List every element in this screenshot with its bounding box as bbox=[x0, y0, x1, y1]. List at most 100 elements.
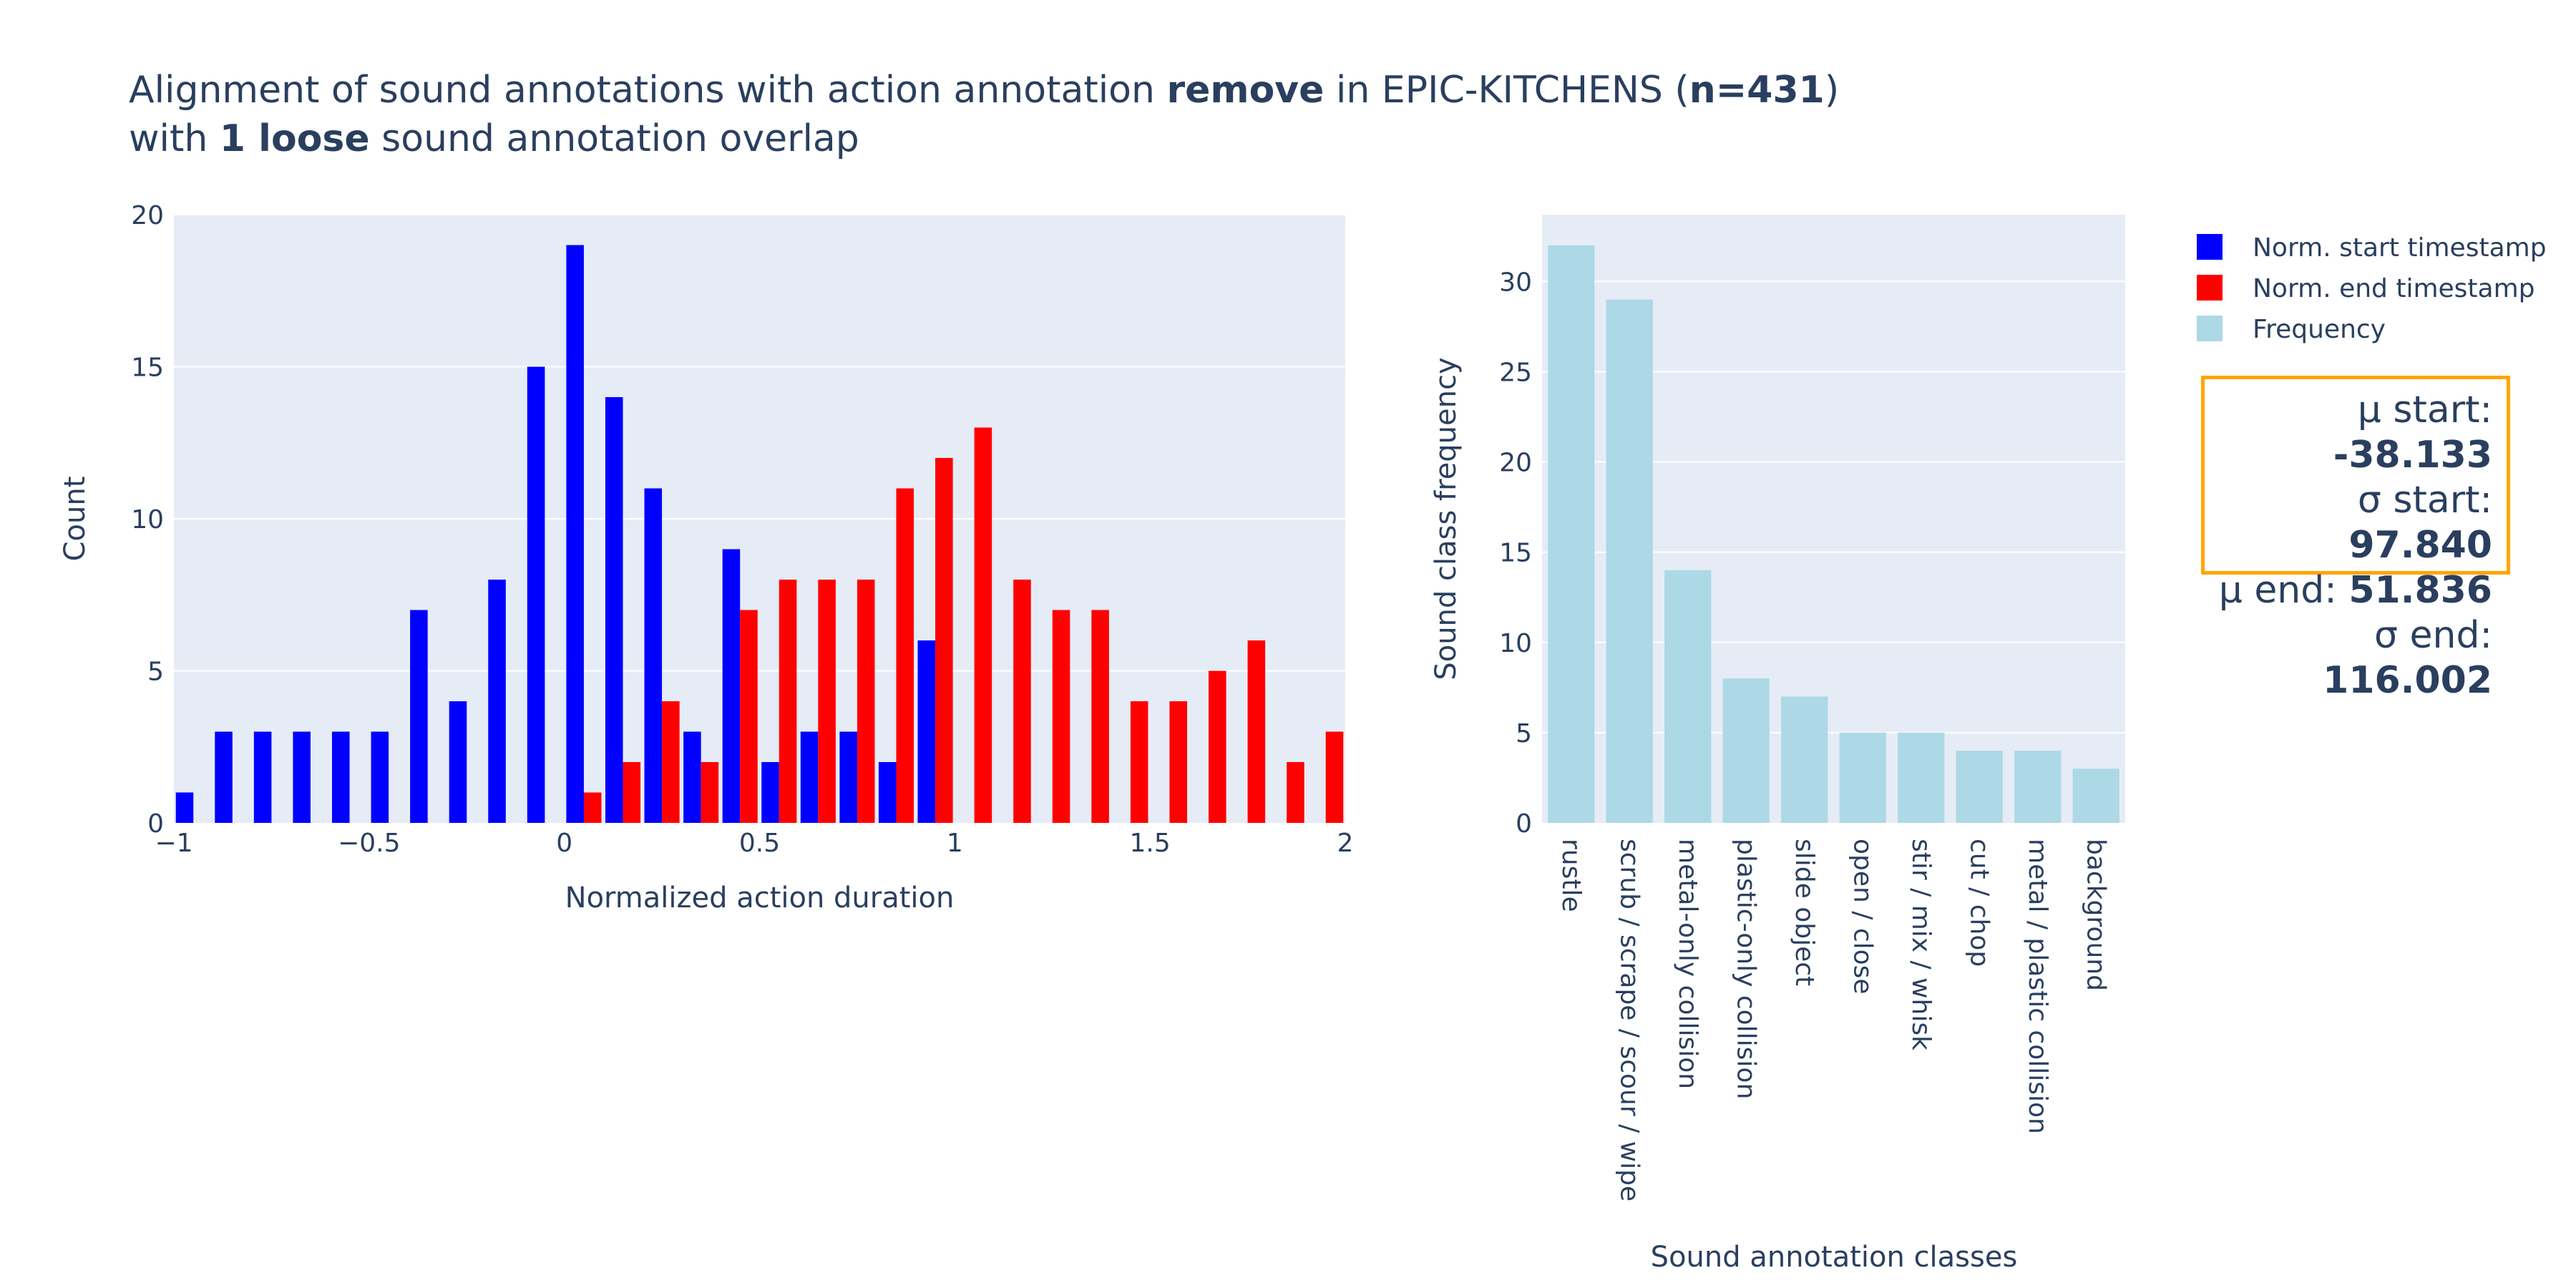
y-tick-label: 30 bbox=[1499, 268, 1532, 297]
bar-end bbox=[623, 762, 641, 823]
bar-end bbox=[935, 458, 953, 823]
stat-label: μ start: bbox=[2357, 389, 2492, 431]
bar-frequency bbox=[1898, 732, 1945, 823]
stat-sigma-start: σ start: 97.840 bbox=[2205, 478, 2492, 568]
bar-start bbox=[644, 488, 663, 823]
bar-start bbox=[410, 610, 428, 823]
title-count: n=431 bbox=[1689, 69, 1825, 112]
y-tick-label: 25 bbox=[1499, 358, 1532, 387]
title-text: in EPIC-KITCHENS ( bbox=[1324, 69, 1689, 112]
histogram-chart: 0 5 10 15 20 −1 −0.5 0 0.5 1 1.5 2 Normalized action… bbox=[59, 201, 1353, 914]
x-tick-label: slide object bbox=[1790, 839, 1819, 986]
title-text: sound annotation overlap bbox=[369, 117, 859, 160]
title-text: with bbox=[129, 117, 220, 160]
bar-end bbox=[1052, 610, 1070, 823]
stat-value: 116.002 bbox=[2323, 659, 2492, 702]
x-tick-label: rustle bbox=[1556, 839, 1586, 912]
bar-start bbox=[527, 366, 545, 823]
x-tick-label: stir / mix / whisk bbox=[1906, 839, 1936, 1050]
y-tick-label: 0 bbox=[1516, 809, 1532, 839]
bar-start bbox=[761, 762, 779, 823]
x-tick-label: 0 bbox=[556, 829, 572, 858]
x-axis-title: Normalized action duration bbox=[565, 882, 955, 914]
bar-end bbox=[857, 580, 875, 823]
y-tick-label: 0 bbox=[147, 809, 164, 839]
bar-end bbox=[1247, 640, 1266, 823]
x-tick-label: 1 bbox=[947, 829, 963, 858]
legend-item-start-swatch bbox=[2197, 234, 2223, 260]
chart-title-line-2: with 1 loose sound annotation overlap bbox=[129, 117, 859, 160]
bar-end bbox=[974, 427, 992, 823]
bar-frequency bbox=[2072, 769, 2119, 823]
stat-label: μ end: bbox=[2218, 569, 2349, 612]
stat-label: σ end: bbox=[2374, 614, 2492, 657]
bar-end bbox=[1091, 610, 1109, 823]
x-tick-label: −1 bbox=[155, 829, 192, 858]
bar-end bbox=[1169, 701, 1188, 823]
bar-start bbox=[605, 397, 623, 823]
bar-end bbox=[740, 610, 758, 823]
x-tick-label: metal / plastic collision bbox=[2023, 839, 2052, 1134]
bar-start bbox=[488, 580, 506, 823]
y-tick-label: 15 bbox=[131, 353, 164, 383]
y-tick-label: 5 bbox=[1516, 719, 1532, 748]
bar-end bbox=[583, 792, 602, 823]
frequency-chart: 0 5 10 15 20 25 30 rustle scrub / scrape / scour… bbox=[1430, 215, 2125, 1274]
bar-start bbox=[253, 731, 272, 823]
bar-start bbox=[839, 731, 857, 823]
stat-value: -38.133 bbox=[2333, 434, 2492, 477]
stat-mu-start: μ start: -38.133 bbox=[2205, 388, 2492, 478]
bar-frequency bbox=[1664, 570, 1712, 823]
y-axis-title: Count bbox=[59, 477, 92, 562]
bar-start bbox=[449, 701, 467, 823]
bar-end bbox=[1013, 580, 1031, 823]
x-tick-label: 1.5 bbox=[1130, 829, 1171, 858]
bar-start bbox=[917, 640, 936, 823]
bar-frequency bbox=[1956, 751, 2003, 823]
bar-end bbox=[1130, 701, 1148, 823]
bar-end bbox=[1325, 731, 1344, 823]
bar-start bbox=[331, 731, 350, 823]
bar-start bbox=[293, 731, 311, 823]
y-tick-label: 10 bbox=[1499, 629, 1532, 658]
bar-end bbox=[779, 580, 797, 823]
bar-end bbox=[1209, 670, 1226, 823]
stat-value: 51.836 bbox=[2348, 569, 2492, 612]
bar-frequency bbox=[1606, 299, 1653, 823]
bar-start bbox=[722, 549, 741, 823]
x-tick-label: 2 bbox=[1337, 829, 1354, 858]
x-tick-label: cut / chop bbox=[1964, 839, 1994, 967]
stat-label: σ start: bbox=[2357, 479, 2492, 522]
x-tick-label: plastic-only collision bbox=[1731, 839, 1760, 1099]
y-tick-label: 15 bbox=[1499, 539, 1532, 568]
bar-frequency bbox=[1839, 732, 1886, 823]
legend: Norm. start timestamp Norm. end timestamp… bbox=[2197, 233, 2547, 344]
y-tick-label: 5 bbox=[147, 658, 164, 687]
x-tick-label: 0.5 bbox=[739, 829, 780, 858]
chart-title-line-1: Alignment of sound annotations with acti… bbox=[129, 69, 1839, 112]
bar-start bbox=[683, 731, 701, 823]
x-tick-label: scrub / scrape / scour / wipe bbox=[1614, 839, 1644, 1201]
x-tick-label: background bbox=[2081, 839, 2110, 991]
title-action: remove bbox=[1166, 69, 1324, 112]
bar-frequency bbox=[1548, 245, 1595, 824]
bar-start bbox=[371, 731, 389, 823]
stat-sigma-end: σ end: 116.002 bbox=[2205, 613, 2492, 703]
title-text: Alignment of sound annotations with acti… bbox=[129, 69, 1167, 112]
bar-start bbox=[215, 731, 233, 823]
bar-start bbox=[878, 762, 897, 823]
legend-item-start-label: Norm. start timestamp bbox=[2253, 233, 2547, 263]
x-tick-label: metal-only collision bbox=[1673, 839, 1702, 1089]
bar-start bbox=[566, 245, 584, 823]
bar-end bbox=[662, 701, 680, 823]
bar-start bbox=[175, 792, 194, 823]
stat-mu-end: μ end: 51.836 bbox=[2205, 568, 2492, 613]
x-tick-label: open / close bbox=[1848, 839, 1877, 995]
title-overlap: 1 loose bbox=[219, 117, 370, 160]
y-tick-label: 20 bbox=[131, 201, 164, 230]
x-axis-title: Sound annotation classes bbox=[1651, 1241, 2018, 1274]
y-tick-label: 20 bbox=[1499, 449, 1532, 478]
legend-item-end-label: Norm. end timestamp bbox=[2253, 274, 2535, 303]
bar-frequency bbox=[2014, 751, 2062, 823]
stats-box: μ start: -38.133 σ start: 97.840 μ end: … bbox=[2201, 376, 2510, 702]
